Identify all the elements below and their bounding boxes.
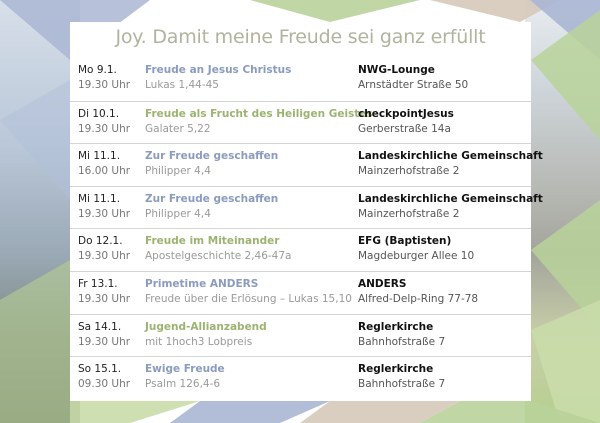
event-venue: Reglerkirche bbox=[358, 363, 434, 376]
event-day: Fr 13.1. bbox=[78, 277, 118, 290]
event-reference: Psalm 126,4-6 bbox=[145, 378, 221, 391]
event-address: Mainzerhofstraße 2 bbox=[358, 165, 460, 178]
event-reference: Philipper 4,4 bbox=[145, 207, 211, 220]
event-topic: Jugend-Allianzabend bbox=[145, 320, 267, 333]
event-day: So 15.1. bbox=[78, 363, 122, 376]
event-datetime: Sa 14.1. 19.30 Uhr bbox=[78, 320, 130, 350]
event-row: Di 10.1. 19.30 Uhr Freude als Frucht des H… bbox=[70, 100, 531, 144]
event-address: Mainzerhofstraße 2 bbox=[358, 207, 460, 220]
event-day: Mo 9.1. bbox=[78, 64, 117, 76]
event-location: Landeskirchliche Gemeinschaft Mainzerhofs… bbox=[358, 149, 543, 179]
event-row: Mo 9.1. 19.30 Uhr Freude an Jesus Christus… bbox=[70, 58, 531, 101]
event-time: 19.30 Uhr bbox=[78, 79, 131, 91]
event-day: Mi 11.1. bbox=[78, 150, 121, 163]
event-day: Di 10.1. bbox=[78, 107, 120, 120]
event-time: 16.00 Uhr bbox=[78, 165, 131, 178]
event-row: Fr 13.1. 19.30 Uhr Primetime ANDERS Freude … bbox=[70, 270, 531, 314]
event-topic: Freude im Miteinander bbox=[145, 235, 280, 248]
event-time: 09.30 Uhr bbox=[78, 378, 131, 391]
event-row: So 15.1. 09.30 Uhr Ewige Freude Psalm 126,4… bbox=[70, 356, 531, 399]
event-location: Landeskirchliche Gemeinschaft Mainzerhofs… bbox=[358, 192, 543, 222]
event-venue: checkpointJesus bbox=[358, 107, 454, 120]
event-topic-block: Freude an Jesus Christus Lukas 1,44-45 bbox=[145, 63, 291, 93]
event-topic: Freude als Frucht des Heiligen Geistes bbox=[145, 107, 373, 120]
event-venue: ANDERS bbox=[358, 277, 407, 290]
event-location: Reglerkirche Bahnhofstraße 7 bbox=[358, 362, 445, 392]
event-reference: Lukas 1,44-45 bbox=[145, 79, 219, 91]
event-reference: Freude über die Erlösung – Lukas 15,10 bbox=[145, 292, 352, 305]
event-reference: Philipper 4,4 bbox=[145, 165, 211, 178]
event-venue: EFG (Baptisten) bbox=[358, 235, 452, 248]
event-reference: mit 1hoch3 Lobpreis bbox=[145, 335, 253, 348]
event-datetime: Mi 11.1. 16.00 Uhr bbox=[78, 149, 130, 179]
event-topic-block: Jugend-Allianzabend mit 1hoch3 Lobpreis bbox=[145, 320, 267, 350]
event-location: Reglerkirche Bahnhofstraße 7 bbox=[358, 320, 445, 350]
event-topic-block: Freude als Frucht des Heiligen Geistes Ga… bbox=[145, 107, 373, 137]
event-reference: Apostelgeschichte 2,46-47a bbox=[145, 250, 292, 263]
event-list: Mo 9.1. 19.30 Uhr Freude an Jesus Christus… bbox=[70, 58, 543, 399]
event-topic: Zur Freude geschaffen bbox=[145, 150, 279, 163]
event-row: Mi 11.1. 16.00 Uhr Zur Freude geschaffen Ph… bbox=[70, 143, 543, 186]
event-reference: Galater 5,22 bbox=[145, 122, 211, 135]
event-address: Gerberstraße 14a bbox=[358, 122, 451, 135]
event-location: NWG-Lounge Arnstädter Straße 50 bbox=[358, 63, 468, 93]
event-venue: Landeskirchliche Gemeinschaft bbox=[358, 150, 543, 163]
event-row: Sa 14.1. 19.30 Uhr Jugend-Allianzabend mit … bbox=[70, 313, 531, 357]
event-row: Mi 11.1. 19.30 Uhr Zur Freude geschaffen Ph… bbox=[70, 185, 543, 229]
event-time: 19.30 Uhr bbox=[78, 122, 131, 135]
event-venue: NWG-Lounge bbox=[358, 64, 435, 76]
event-topic: Primetime ANDERS bbox=[145, 277, 259, 290]
event-datetime: Di 10.1. 19.30 Uhr bbox=[78, 107, 130, 137]
event-datetime: Mo 9.1. 19.30 Uhr bbox=[78, 63, 130, 93]
event-row: Do 12.1. 19.30 Uhr Freude im Miteinander Ap… bbox=[70, 228, 531, 271]
event-address: Arnstädter Straße 50 bbox=[358, 79, 469, 91]
event-address: Bahnhofstraße 7 bbox=[358, 378, 446, 391]
page-title: Joy. Damit meine Freude sei ganz erfüllt bbox=[115, 26, 486, 48]
event-address: Alfred-Delp-Ring 77-78 bbox=[358, 292, 479, 305]
event-topic: Ewige Freude bbox=[145, 363, 225, 376]
event-location: ANDERS Alfred-Delp-Ring 77-78 bbox=[358, 277, 478, 307]
event-location: checkpointJesus Gerberstraße 14a bbox=[358, 107, 454, 137]
event-topic: Zur Freude geschaffen bbox=[145, 192, 279, 205]
event-venue: Reglerkirche bbox=[358, 320, 434, 333]
event-venue: Landeskirchliche Gemeinschaft bbox=[358, 192, 543, 205]
event-location: EFG (Baptisten) Magdeburger Allee 10 bbox=[358, 234, 474, 264]
event-topic-block: Zur Freude geschaffen Philipper 4,4 bbox=[145, 192, 278, 222]
event-datetime: So 15.1. 09.30 Uhr bbox=[78, 362, 130, 392]
event-time: 19.30 Uhr bbox=[78, 207, 131, 220]
event-topic-block: Zur Freude geschaffen Philipper 4,4 bbox=[145, 149, 278, 179]
event-address: Magdeburger Allee 10 bbox=[358, 250, 475, 263]
event-day: Sa 14.1. bbox=[78, 320, 122, 333]
event-time: 19.30 Uhr bbox=[78, 250, 131, 263]
event-topic-block: Primetime ANDERS Freude über die Erlösung… bbox=[145, 277, 352, 307]
event-time: 19.30 Uhr bbox=[78, 335, 131, 348]
event-address: Bahnhofstraße 7 bbox=[358, 335, 446, 348]
event-day: Do 12.1. bbox=[78, 235, 123, 248]
event-datetime: Mi 11.1. 19.30 Uhr bbox=[78, 192, 130, 222]
schedule-panel: Joy. Damit meine Freude sei ganz erfüllt… bbox=[70, 22, 543, 401]
event-topic-block: Ewige Freude Psalm 126,4-6 bbox=[145, 362, 225, 392]
event-day: Mi 11.1. bbox=[78, 192, 121, 205]
event-topic: Freude an Jesus Christus bbox=[145, 64, 292, 76]
event-topic-block: Freude im Miteinander Apostelgeschichte 2… bbox=[145, 234, 291, 264]
event-time: 19.30 Uhr bbox=[78, 292, 131, 305]
event-datetime: Fr 13.1. 19.30 Uhr bbox=[78, 277, 130, 307]
event-datetime: Do 12.1. 19.30 Uhr bbox=[78, 234, 130, 264]
